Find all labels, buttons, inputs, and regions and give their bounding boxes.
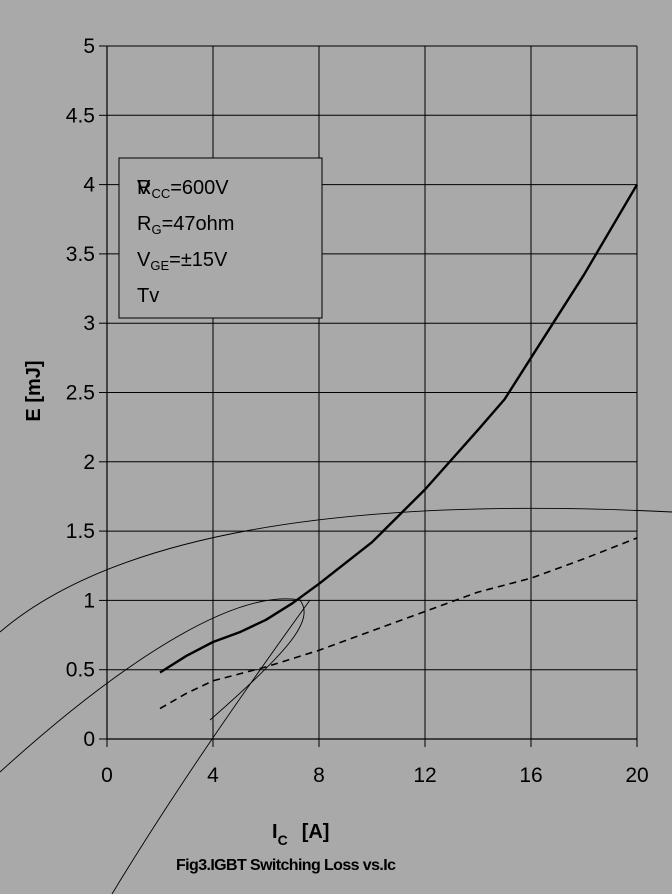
legend-main: R [137, 177, 151, 199]
figure-caption: Fig3.IGBT Switching Loss vs.Ic [176, 857, 396, 874]
y-tick-label: 5 [83, 35, 95, 58]
x-tick-label: 20 [625, 764, 648, 787]
y-tick-label: 1 [83, 589, 95, 612]
y-tick-label: 3.5 [66, 243, 95, 266]
overlay-curves [0, 507, 672, 894]
x-tick-label: 16 [519, 764, 542, 787]
legend-rest: =600V [170, 177, 229, 199]
x-axis-title-main: I [272, 821, 278, 843]
x-axis-title-unit: [A] [302, 821, 330, 843]
legend-line-1: RCC=600V [137, 177, 229, 201]
x-tick-label: 12 [413, 764, 436, 787]
x-axis-title: IC [A] [272, 821, 329, 848]
y-tick-label: 0 [83, 728, 95, 751]
dashed-series-line [159, 537, 638, 710]
grid [107, 45, 638, 739]
y-tick-label: 3 [83, 312, 95, 335]
legend-sub: CC [151, 186, 170, 201]
y-tick-label: 0.5 [66, 659, 95, 682]
legend-overlay-glyph: V [137, 177, 151, 199]
legend-frame [118, 157, 323, 319]
overlay-curve-upper [0, 507, 672, 633]
y-axis-title: E [mJ] [23, 360, 45, 421]
y-tick-label: 4.5 [66, 104, 95, 127]
y-tick-label: 2 [83, 451, 95, 474]
overlay-curve-loop [0, 598, 305, 773]
legend-main: V [137, 249, 151, 271]
x-tick-label: 4 [207, 764, 219, 787]
legend-rest: =47ohm [162, 213, 235, 235]
y-tick-label: 2.5 [66, 382, 95, 405]
y-tick-label: 4 [83, 174, 95, 197]
ticks: 0 0.5 1 1.5 2 2.5 3 3.5 4 4.5 5 0 4 8 12 16 20 [66, 35, 649, 787]
x-tick-label: 0 [101, 764, 113, 787]
legend-main: R [137, 213, 151, 235]
x-axis-title-sub: C [278, 832, 288, 848]
legend-rest: =±15V [169, 249, 228, 271]
series [159, 183, 639, 710]
legend-line-3: VGE=±15V [137, 249, 228, 273]
solid-series-line [159, 183, 639, 674]
legend-line-4: Tv [137, 285, 159, 307]
legend-sub: GE [150, 258, 169, 273]
legend-sub: G [151, 222, 161, 237]
overlay-curve-lower [111, 599, 311, 894]
x-tick-label: 8 [313, 764, 325, 787]
legend-main: Tv [137, 285, 159, 307]
y-tick-label: 1.5 [66, 520, 95, 543]
legend-line-2: RG=47ohm [137, 213, 234, 237]
